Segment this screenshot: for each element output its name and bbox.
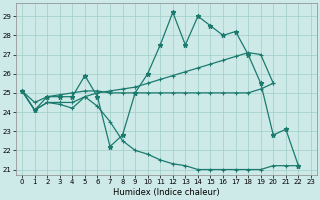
X-axis label: Humidex (Indice chaleur): Humidex (Indice chaleur) [113,188,220,197]
